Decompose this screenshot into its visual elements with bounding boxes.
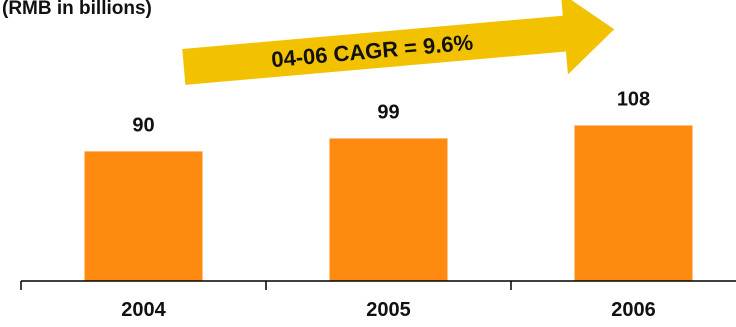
- x-tick-label-2004: 2004: [121, 299, 166, 321]
- bars-group: [84, 125, 693, 281]
- x-tick-label-2006: 2006: [611, 299, 656, 321]
- data-label-2006: 108: [617, 88, 650, 110]
- x-ticks-group: [20, 281, 512, 290]
- bar-2004: [84, 151, 203, 281]
- unit-label: (RMB in billions): [2, 0, 152, 19]
- data-label-2004: 90: [132, 114, 154, 136]
- data-label-2005: 99: [377, 101, 399, 123]
- bar-2005: [329, 138, 448, 281]
- cagr-arrow: 04-06 CAGR = 9.6%: [182, 0, 615, 85]
- x-tick-labels-group: 2004 2005 2006: [121, 299, 656, 321]
- x-tick-label-2005: 2005: [366, 299, 411, 321]
- data-labels-group: 90 99 108: [132, 88, 650, 136]
- cagr-arrow-shape: [182, 0, 615, 85]
- bar-2006: [574, 125, 693, 281]
